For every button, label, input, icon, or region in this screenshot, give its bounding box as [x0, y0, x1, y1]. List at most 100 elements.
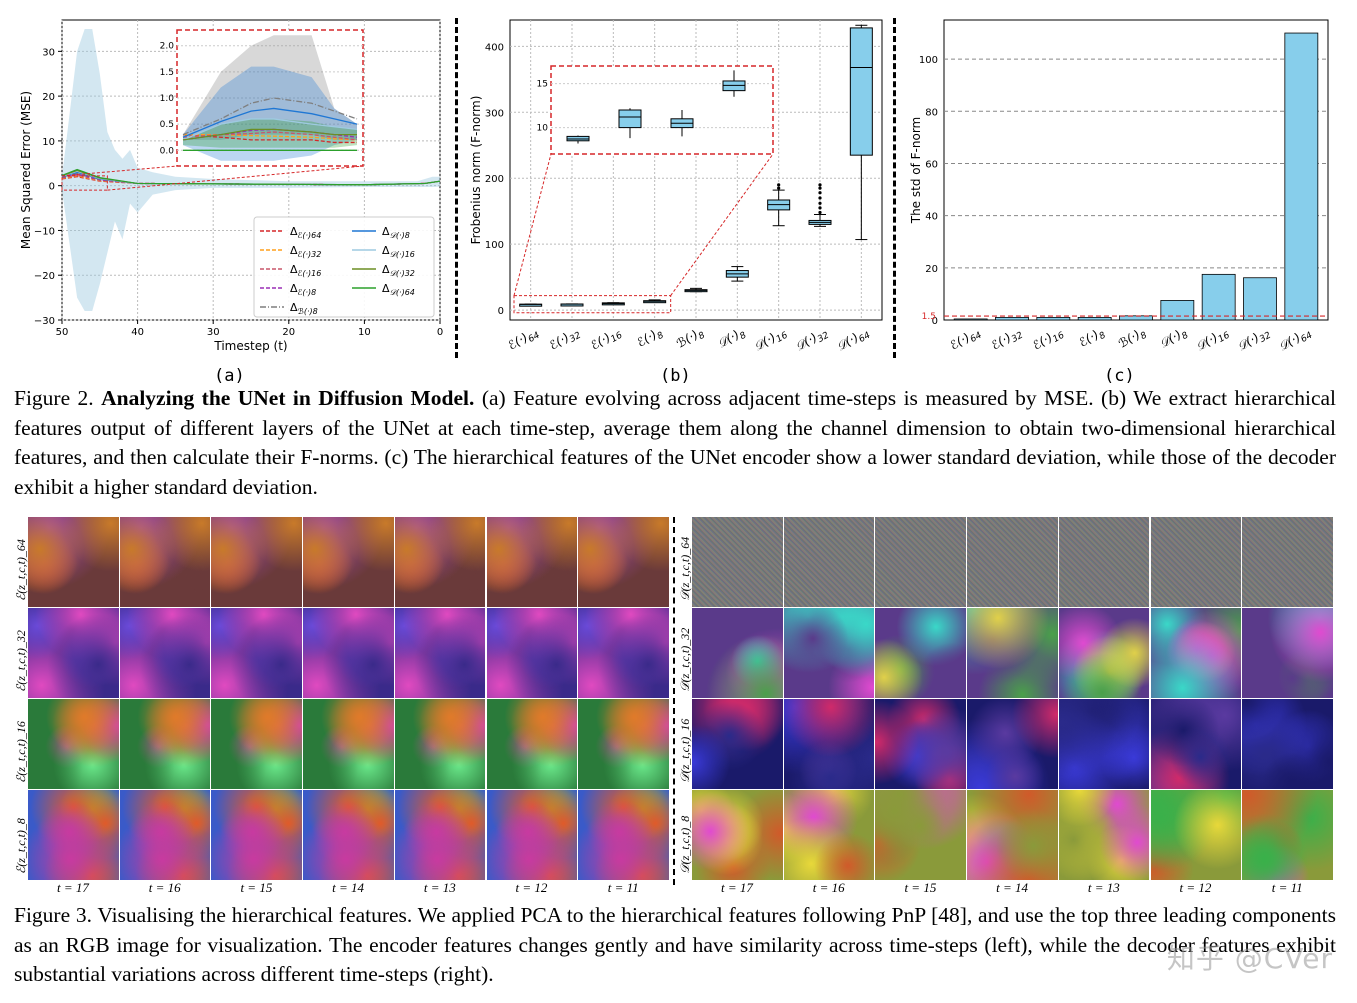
bar	[995, 316, 1029, 321]
timestep-label: t = 17	[721, 880, 753, 895]
box-outlier	[818, 186, 822, 190]
reference-line-label: 1.5	[922, 312, 936, 322]
figure3-caption: Figure 3. Visualising the hierarchical f…	[14, 901, 1336, 990]
legend-label: Δℰ(·)64	[290, 225, 321, 240]
decoder-row-label: 𝒟(z_t,c,t)_16	[678, 718, 692, 783]
timestep-label: t = 12	[1179, 880, 1212, 895]
encoder-feature-map	[28, 517, 119, 607]
timestep-label: t = 13	[423, 880, 456, 895]
inset-y-tick-label: 1.5	[160, 68, 174, 78]
timestep-label: t = 16	[148, 880, 181, 895]
x-tick-label: 𝒟(·)16	[1194, 324, 1232, 356]
encoder-feature-map	[394, 517, 486, 607]
encoder-feature-map	[486, 699, 578, 789]
bar	[1077, 316, 1112, 321]
box	[849, 27, 873, 156]
inset-y-tick-label: 0.5	[160, 120, 174, 130]
inset-y-tick-label: 2.0	[160, 42, 175, 52]
x-tick-label: 0	[437, 327, 443, 338]
encoder-feature-map	[28, 790, 119, 880]
decoder-feature-map	[875, 608, 967, 698]
y-tick-label: 100	[485, 240, 504, 251]
y-tick-label: 30	[42, 47, 55, 58]
timestep-label: t = 12	[515, 880, 548, 895]
box-outlier	[818, 201, 822, 205]
bar	[1201, 273, 1236, 321]
decoder-feature-map	[1058, 608, 1150, 698]
chart-fnorm-box: 0 100 200 300 400 ℰ(·)64 ℰ(·)32 ℰ(·)16 ℰ(·)8 ℬ(·)…	[469, 19, 883, 356]
inset-series-line	[182, 118, 358, 141]
bar	[953, 318, 988, 321]
box-outlier	[818, 191, 822, 195]
decoder-feature-map	[875, 517, 967, 607]
encoder-feature-map	[486, 517, 578, 607]
y-tick-label: 0	[498, 306, 504, 317]
y-tick-label: 400	[485, 42, 504, 53]
y-tick-label: 10	[42, 137, 55, 148]
plot-area	[943, 19, 1329, 321]
encoder-feature-map	[119, 790, 211, 880]
box-outlier	[818, 210, 822, 215]
decoder-feature-map	[1150, 517, 1242, 607]
timestep-label: t = 15	[240, 880, 273, 895]
inset-band	[183, 118, 357, 148]
panel-label-c: (c)	[1104, 366, 1135, 386]
encoder-feature-map	[486, 608, 578, 698]
y-axis-label: Mean Squared Error (MSE)	[19, 91, 33, 249]
legend-label: Δℰ(·)32	[290, 244, 321, 259]
decoder-feature-map	[1058, 517, 1150, 607]
x-tick-label: 𝒟(·)16	[752, 324, 790, 356]
inset-series-line	[182, 128, 357, 141]
timestep-label: t = 11	[607, 880, 639, 895]
encoder-feature-map	[394, 608, 486, 698]
legend-label: Δ𝒟(·)64	[382, 282, 415, 297]
decoder-feature-map	[875, 699, 967, 789]
y-tick-label: 80	[925, 107, 938, 118]
decoder-feature-map	[1150, 608, 1242, 698]
x-axis-label: Timestep (t)	[213, 339, 287, 353]
inset-series-line	[182, 133, 357, 144]
timestep-label: t = 13	[1087, 880, 1120, 895]
figure2-caption-text: (a) Feature evolving across adjacent tim…	[14, 386, 1336, 499]
box-outlier	[818, 183, 822, 187]
x-tick-label: ℰ(·)32	[989, 324, 1025, 355]
decoder-feature-map	[1150, 699, 1242, 789]
y-tick-label: 20	[925, 264, 938, 275]
decoder-feature-map	[1242, 517, 1333, 607]
zoom-connector	[670, 153, 774, 296]
decoder-feature-map	[967, 699, 1058, 789]
decoder-feature-map	[783, 790, 875, 880]
panel-label-a: (a)	[214, 366, 245, 386]
x-tick-label: ℰ(·)8	[1076, 324, 1107, 352]
y-axis-label: The std of F-norm	[909, 117, 923, 225]
series-band	[62, 28, 440, 312]
timestep-label: t = 17	[57, 880, 89, 895]
decoder-feature-map	[1242, 790, 1333, 880]
box-outlier	[818, 196, 822, 200]
decoder-feature-map	[967, 608, 1058, 698]
watermark: 知乎 @CVer	[1166, 942, 1333, 975]
legend-label: Δℰ(·)16	[290, 263, 321, 278]
zoom-connector	[107, 165, 364, 191]
legend-label: Δ𝒟(·)16	[382, 244, 415, 259]
y-tick-label: 200	[485, 174, 504, 185]
x-tick-label: ℰ(·)32	[547, 324, 583, 355]
y-tick-label: 300	[485, 108, 504, 119]
y-tick-label: −20	[34, 271, 55, 282]
decoder-feature-map	[783, 517, 875, 607]
inset-series-line	[182, 107, 358, 138]
figure3-caption-label: Figure 3.	[14, 903, 92, 927]
encoder-row-label: ℰ(z_t,c,t)_8	[14, 818, 28, 874]
x-tick-label: 𝒟(·)32	[1235, 324, 1273, 356]
bar	[1243, 277, 1277, 321]
bar	[1036, 316, 1071, 321]
encoder-feature-map	[28, 699, 119, 789]
y-tick-label: −10	[34, 226, 55, 237]
panel-label-b: (b)	[660, 366, 691, 386]
inset-y-tick-label: 0.0	[160, 146, 175, 156]
encoder-feature-map	[578, 608, 669, 698]
encoder-feature-map	[303, 517, 394, 607]
legend	[253, 216, 435, 318]
box-outlier	[818, 206, 822, 210]
